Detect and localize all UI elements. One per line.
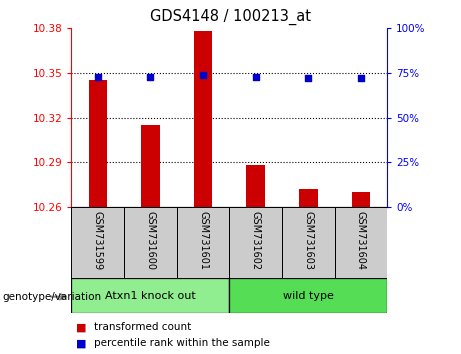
Bar <box>335 207 387 278</box>
Bar <box>299 189 318 207</box>
Bar <box>89 80 107 207</box>
Bar <box>352 192 370 207</box>
Bar <box>282 207 335 278</box>
Text: GSM731603: GSM731603 <box>303 211 313 270</box>
Text: Atxn1 knock out: Atxn1 knock out <box>105 291 196 301</box>
Text: GSM731600: GSM731600 <box>145 211 155 270</box>
Text: GSM731604: GSM731604 <box>356 211 366 270</box>
Point <box>94 74 101 79</box>
Bar <box>177 207 229 278</box>
Point <box>252 74 260 79</box>
Text: ■: ■ <box>76 338 87 348</box>
Bar <box>229 278 387 313</box>
Bar <box>229 207 282 278</box>
Text: wild type: wild type <box>283 291 334 301</box>
Bar <box>71 207 124 278</box>
Bar <box>71 278 229 313</box>
Text: percentile rank within the sample: percentile rank within the sample <box>94 338 270 348</box>
Point <box>357 75 365 81</box>
Text: genotype/variation: genotype/variation <box>2 292 101 302</box>
Text: GSM731601: GSM731601 <box>198 211 208 270</box>
Bar <box>141 125 160 207</box>
Bar <box>247 165 265 207</box>
Point <box>147 74 154 79</box>
Text: transformed count: transformed count <box>94 322 191 332</box>
Text: ■: ■ <box>76 322 87 332</box>
Text: GSM731599: GSM731599 <box>93 211 103 270</box>
Text: GSM731602: GSM731602 <box>251 211 260 270</box>
Bar <box>124 207 177 278</box>
Point <box>305 75 312 81</box>
Bar <box>194 31 212 207</box>
Point <box>199 72 207 78</box>
Text: GDS4148 / 100213_at: GDS4148 / 100213_at <box>150 9 311 25</box>
